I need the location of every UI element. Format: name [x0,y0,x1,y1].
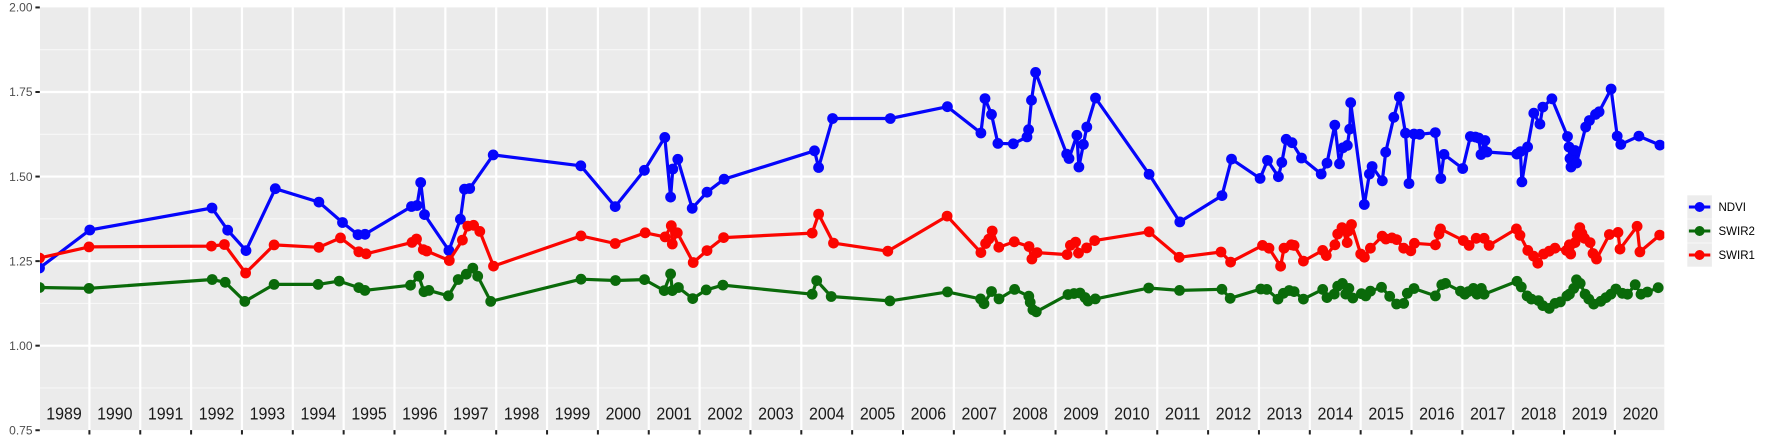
svg-text:1.00: 1.00 [9,339,33,353]
svg-text:1989: 1989 [46,404,82,424]
svg-text:2006: 2006 [911,404,947,424]
svg-text:2015: 2015 [1368,404,1404,424]
svg-text:0.75: 0.75 [9,423,33,437]
svg-text:1996: 1996 [402,404,438,424]
svg-text:1995: 1995 [351,404,387,424]
svg-text:2012: 2012 [1216,404,1252,424]
svg-text:2004: 2004 [809,404,845,424]
svg-text:2009: 2009 [1063,404,1099,424]
svg-text:2017: 2017 [1470,404,1506,424]
svg-text:2007: 2007 [962,404,998,424]
svg-text:1999: 1999 [555,404,591,424]
svg-text:1994: 1994 [300,404,336,424]
svg-text:2.00: 2.00 [9,1,33,15]
svg-text:2002: 2002 [707,404,743,424]
svg-text:2005: 2005 [860,404,896,424]
svg-text:2003: 2003 [758,404,794,424]
svg-text:SWIR1: SWIR1 [1719,250,1755,262]
svg-text:NDVI: NDVI [1719,202,1746,214]
svg-text:1993: 1993 [250,404,286,424]
svg-text:2014: 2014 [1317,404,1353,424]
svg-text:1.25: 1.25 [9,254,33,268]
svg-text:SWIR2: SWIR2 [1719,226,1755,238]
svg-text:1.50: 1.50 [9,170,33,184]
svg-text:1.75: 1.75 [9,85,33,99]
svg-text:2000: 2000 [606,404,642,424]
svg-text:1992: 1992 [199,404,235,424]
svg-text:2018: 2018 [1521,404,1557,424]
svg-text:2008: 2008 [1012,404,1048,424]
svg-text:1997: 1997 [453,404,489,424]
svg-text:1998: 1998 [504,404,540,424]
svg-text:2011: 2011 [1165,404,1201,424]
svg-text:2016: 2016 [1419,404,1455,424]
svg-text:1991: 1991 [148,404,184,424]
svg-text:2019: 2019 [1572,404,1608,424]
svg-text:2013: 2013 [1267,404,1303,424]
svg-text:1990: 1990 [97,404,133,424]
svg-text:2010: 2010 [1114,404,1150,424]
svg-text:2020: 2020 [1623,404,1659,424]
svg-text:2001: 2001 [656,404,692,424]
